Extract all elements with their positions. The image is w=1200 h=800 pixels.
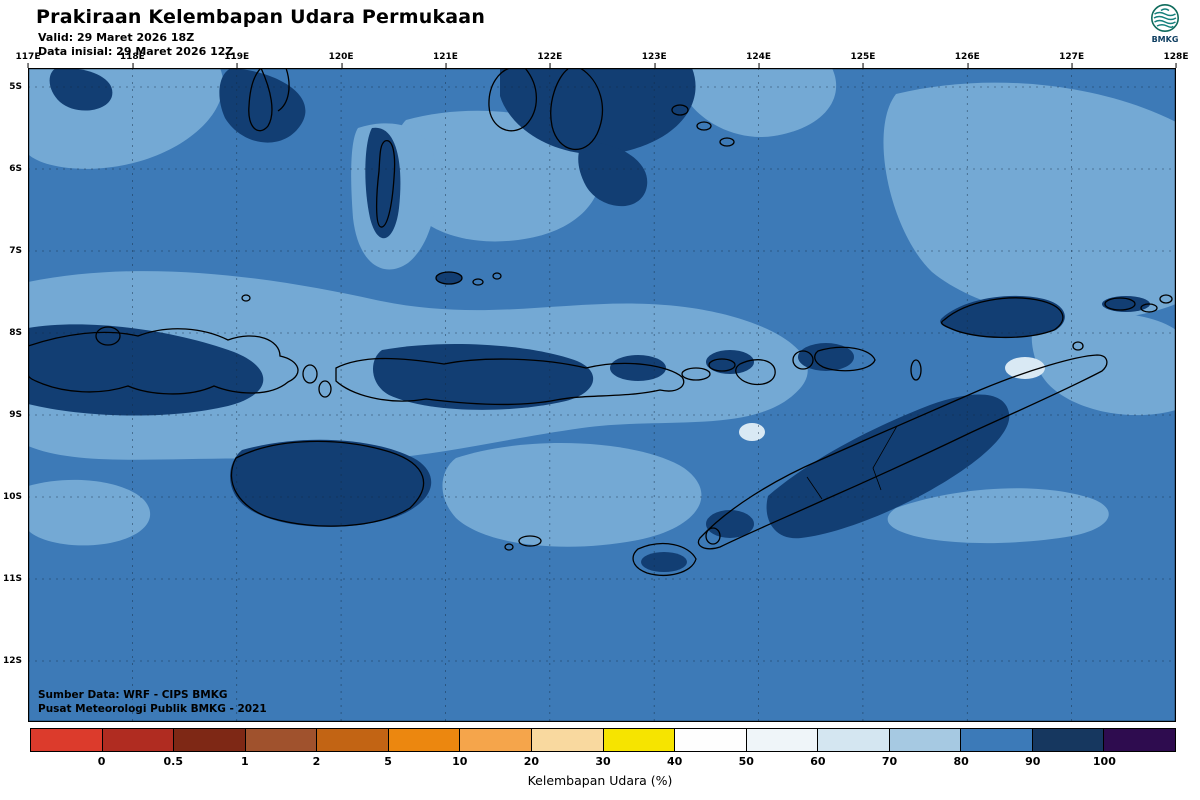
map-frame [28,68,1176,722]
lon-label: 118E [119,52,145,68]
lon-label: 124E [746,52,771,68]
lon-label: 121E [432,52,458,68]
longitude-axis: 117E 118E 119E 120E 121E 122E 123E 124E 125E 126E… [16,52,1188,68]
lon-label: 119E [224,52,250,68]
colorbar [30,728,1176,752]
lat-label: 11S [2,574,22,584]
page-title: Prakiraan Kelembapan Udara Permukaan [36,6,486,28]
lon-label: 123E [641,52,667,68]
colorbar-segment [745,729,818,751]
lat-label: 7S [9,246,22,256]
colorbar-tick-label: 50 [738,755,754,768]
colorbar-tick-label: 60 [810,755,826,768]
colorbar-tick-label: 0.5 [163,755,184,768]
lat-label: 8S [9,328,22,338]
colorbar-segment [888,729,961,751]
colorbar-tick-label: 1 [241,755,249,768]
gridlines [28,68,1176,722]
colorbar-tick-label: 90 [1025,755,1041,768]
colorbar-tick-label: 10 [452,755,468,768]
colorbar-segment [31,729,102,751]
init-time: Data inisial: 29 Maret 2026 12Z [38,45,234,58]
lat-label: 10S [2,492,22,502]
lon-label: 127E [1059,52,1085,68]
colorbar-segment [530,729,603,751]
colorbar-segment [173,729,245,751]
data-source-line2: Pusat Meteorologi Publik BMKG - 2021 [38,702,267,715]
bmkg-logo: BMKG [1144,3,1186,44]
data-source-line1: Sumber Data: WRF - CIPS BMKG [38,688,228,701]
data-source: Sumber Data: WRF - CIPS BMKG Pusat Meteo… [38,688,267,716]
colorbar-segment [387,729,460,751]
colorbar-segment [1103,729,1175,751]
colorbar-segment [1031,729,1104,751]
lon-label: 128E [1163,52,1189,68]
colorbar-segment [101,729,174,751]
lon-label: 120E [328,52,354,68]
colorbar-tick-label: 100 [1092,755,1116,768]
valid-time: Valid: 29 Maret 2026 18Z [38,31,195,44]
colorbar-tick-label: 2 [312,755,321,768]
lat-label: 6S [9,164,22,174]
lon-label: 117E [15,52,41,68]
bmkg-logo-label: BMKG [1151,35,1179,44]
colorbar-tick-label: 70 [881,755,898,768]
lat-label: 9S [9,410,22,420]
colorbar-tick-label: 80 [953,755,969,768]
colorbar-ticks: 0 0.5 1 2 5 10 20 30 40 50 60 70 80 90 100 [30,755,1176,769]
coastlines [28,68,1173,576]
colorbar-tick-label: 20 [523,755,540,768]
legend-caption: Kelembapan Udara (%) [527,773,673,788]
lon-label: 122E [537,52,563,68]
colorbar-segment [602,729,675,751]
colorbar-tick-label: 0 [97,755,106,768]
colorbar-tick-label: 5 [384,755,392,768]
colorbar-segment [817,729,889,751]
humidity-map [28,68,1176,722]
humidity-field-verylight [739,357,1045,441]
humidity-field-dark [28,68,1150,572]
colorbar-segment [316,729,388,751]
colorbar-tick-label: 40 [666,755,683,768]
lon-label: 125E [850,52,876,68]
colorbar-segment [960,729,1032,751]
map-container: Sumber Data: WRF - CIPS BMKG Pusat Meteo… [28,68,1176,722]
colorbar-tick-label: 30 [595,755,611,768]
lat-label: 12S [2,656,22,666]
colorbar-segment [674,729,746,751]
colorbar-segment [244,729,317,751]
lat-label: 5S [9,82,22,92]
lon-label: 126E [954,52,980,68]
latitude-axis: 5S 6S 7S 8S 9S 10S 11S 12S [0,68,26,722]
colorbar-segment [459,729,531,751]
bmkg-logo-icon [1150,4,1180,37]
